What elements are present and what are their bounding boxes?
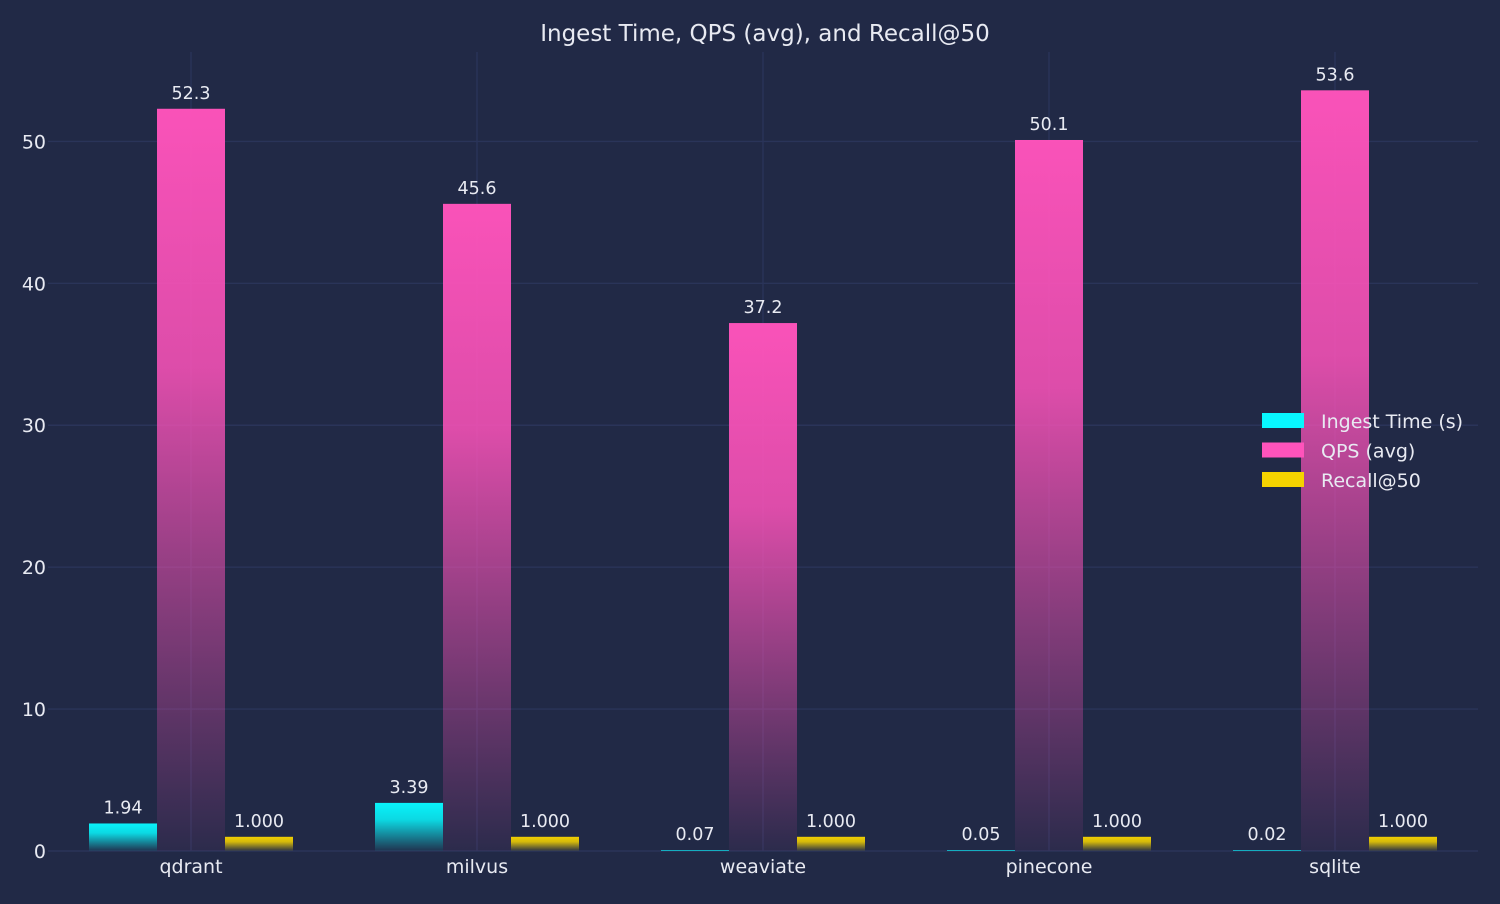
bar-sqlite-series-0 (1233, 850, 1301, 851)
bar-weaviate-series-2 (797, 836, 865, 851)
bar-sqlite-series-1 (1301, 90, 1369, 852)
bar-milvus-series-0 (375, 802, 443, 851)
bar-value-label: 1.000 (1092, 812, 1142, 832)
legend-label: Ingest Time (s) (1321, 411, 1463, 433)
bar-pinecone-series-0 (947, 850, 1015, 851)
bar-value-label: 0.07 (676, 825, 715, 845)
bar-value-label: 0.05 (962, 825, 1001, 845)
bar-value-label: 1.000 (806, 812, 856, 832)
bar-value-label: 52.3 (172, 84, 211, 104)
axes: 0 10 20 30 40 50 qdrant milvus weaviate pinecone s… (22, 131, 1361, 878)
bar-value-label: 1.94 (104, 798, 143, 818)
x-tick-label: qdrant (159, 856, 222, 878)
y-tick-label: 40 (22, 273, 46, 295)
bar-value-label: 0.02 (1248, 825, 1287, 845)
y-tick-label: 30 (22, 415, 46, 437)
legend-swatch (1262, 413, 1304, 428)
y-tick-label: 50 (22, 131, 46, 153)
bar-value-label: 45.6 (458, 179, 497, 199)
bar-value-label: 1.000 (234, 812, 284, 832)
chart-title: Ingest Time, QPS (avg), and Recall@50 (540, 21, 990, 47)
bar-value-label: 50.1 (1030, 115, 1069, 135)
bar-value-label: 53.6 (1316, 65, 1355, 85)
legend-swatch (1262, 442, 1304, 458)
bar-qdrant-series-1 (157, 108, 225, 851)
bar-value-label: 37.2 (744, 298, 783, 318)
x-tick-label: weaviate (720, 856, 806, 878)
legend-swatch (1262, 472, 1304, 487)
bar-sqlite-series-2 (1369, 836, 1437, 851)
bar-qdrant-series-2 (225, 836, 293, 851)
x-tick-label: pinecone (1006, 856, 1093, 878)
bar-value-label: 3.39 (390, 778, 429, 798)
legend-label: Recall@50 (1321, 470, 1421, 492)
bar-pinecone-series-1 (1015, 139, 1083, 851)
y-tick-label: 0 (34, 841, 46, 863)
legend-label: QPS (avg) (1321, 441, 1415, 463)
bar-weaviate-series-0 (661, 850, 729, 851)
legend: Ingest Time (s) QPS (avg) Recall@50 (1262, 411, 1463, 492)
y-tick-label: 10 (22, 699, 46, 721)
bar-weaviate-series-1 (729, 323, 797, 851)
x-tick-label: milvus (446, 856, 508, 878)
y-tick-label: 20 (22, 557, 46, 579)
bar-pinecone-series-2 (1083, 836, 1151, 851)
x-tick-label: sqlite (1309, 856, 1361, 878)
data-labels: 1.94 3.39 0.07 0.05 0.02 52.3 45.6 37.2 50.1 53.6… (104, 65, 1429, 845)
bar-milvus-series-2 (511, 836, 579, 851)
bar-value-label: 1.000 (520, 812, 570, 832)
bar-qdrant-series-0 (89, 823, 157, 851)
bar-value-label: 1.000 (1378, 812, 1428, 832)
bar-milvus-series-1 (443, 203, 511, 852)
bars (89, 90, 1437, 852)
